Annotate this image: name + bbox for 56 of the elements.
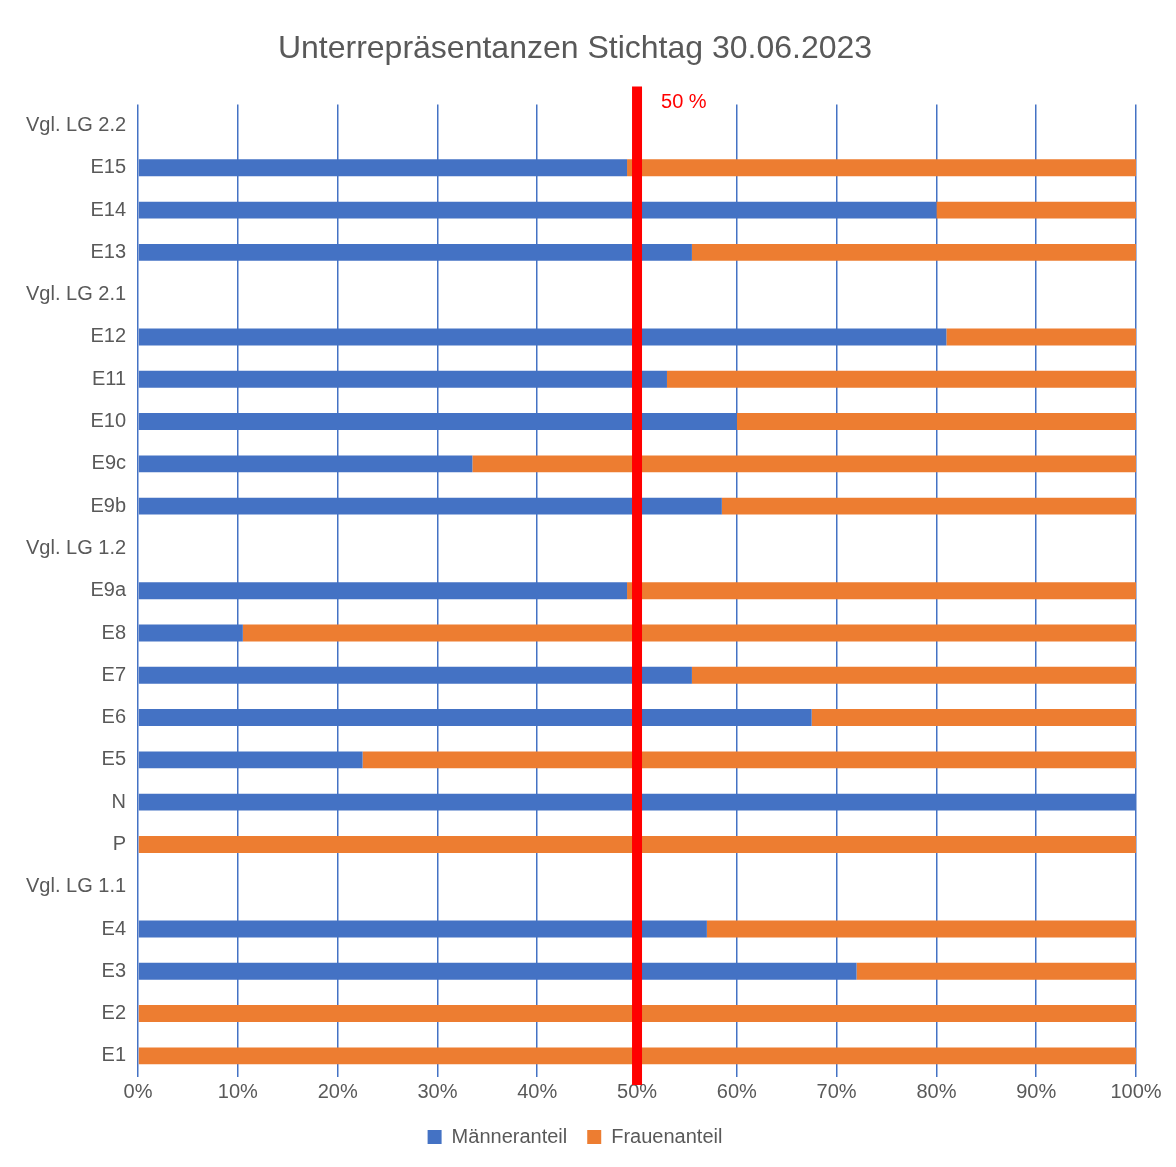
x-tick-label: 90%: [1016, 1079, 1057, 1102]
legend-label: Frauenanteil: [611, 1124, 723, 1147]
bar: [138, 835, 1136, 853]
y-tick-label: P: [112, 831, 127, 854]
y-tick-label: N: [111, 789, 127, 812]
x-tick-label: 60%: [716, 1079, 758, 1102]
y-tick-label: Vgl. LG 2.2: [26, 113, 127, 136]
bar: [138, 1047, 1136, 1065]
ref-line-label: 50 %: [661, 89, 707, 112]
bar: [242, 624, 1136, 642]
bar: [472, 455, 1136, 473]
y-tick-label: E4: [101, 916, 127, 939]
y-tick-label: E14: [90, 197, 127, 220]
y-tick-label: Vgl. LG 1.2: [26, 535, 127, 558]
bar: [946, 328, 1136, 346]
bar: [627, 159, 1136, 177]
bar: [706, 920, 1136, 938]
y-tick-label: E2: [101, 1001, 127, 1024]
y-tick-label: E5: [101, 747, 127, 770]
bar: [362, 751, 1136, 769]
x-tick-label: 50%: [617, 1079, 658, 1102]
bar: [856, 962, 1136, 980]
bar: [691, 243, 1136, 261]
y-tick-label: E1: [101, 1043, 127, 1066]
y-tick-label: Vgl. LG 2.1: [26, 282, 127, 305]
bar: [666, 370, 1136, 388]
y-tick-label: E15: [90, 155, 127, 178]
y-tick-label: E12: [90, 324, 127, 347]
bar: [936, 201, 1136, 219]
y-tick-label: E3: [101, 958, 127, 981]
y-tick-label: E10: [90, 409, 127, 432]
x-tick-label: 100%: [1110, 1079, 1162, 1102]
y-tick-label: Vgl. LG 1.1: [26, 874, 127, 897]
y-tick-label: E9c: [91, 451, 127, 474]
bar: [811, 709, 1136, 727]
x-tick-label: 30%: [417, 1079, 458, 1102]
y-tick-label: E7: [101, 662, 127, 685]
y-tick-label: E8: [101, 620, 127, 643]
y-tick-label: E9a: [90, 578, 127, 601]
x-tick-label: 40%: [517, 1079, 558, 1102]
x-tick-label: 70%: [816, 1079, 857, 1102]
chart-title: Unterrepräsentanzen Stichtag 30.06.2023: [277, 29, 873, 66]
legend-label: Männeranteil: [451, 1124, 568, 1147]
x-tick-label: 80%: [916, 1079, 957, 1102]
bar: [721, 497, 1136, 515]
bar: [138, 1005, 1136, 1023]
bar: [627, 582, 1136, 600]
y-tick-label: E11: [91, 366, 127, 389]
bar: [691, 666, 1136, 684]
x-tick-label: 0%: [123, 1079, 153, 1102]
x-tick-label: 10%: [217, 1079, 259, 1102]
bar: [736, 413, 1136, 431]
y-tick-label: E6: [101, 705, 127, 728]
y-tick-label: E9b: [90, 493, 127, 516]
x-tick-label: 20%: [317, 1079, 358, 1102]
y-tick-label: E13: [90, 239, 127, 262]
